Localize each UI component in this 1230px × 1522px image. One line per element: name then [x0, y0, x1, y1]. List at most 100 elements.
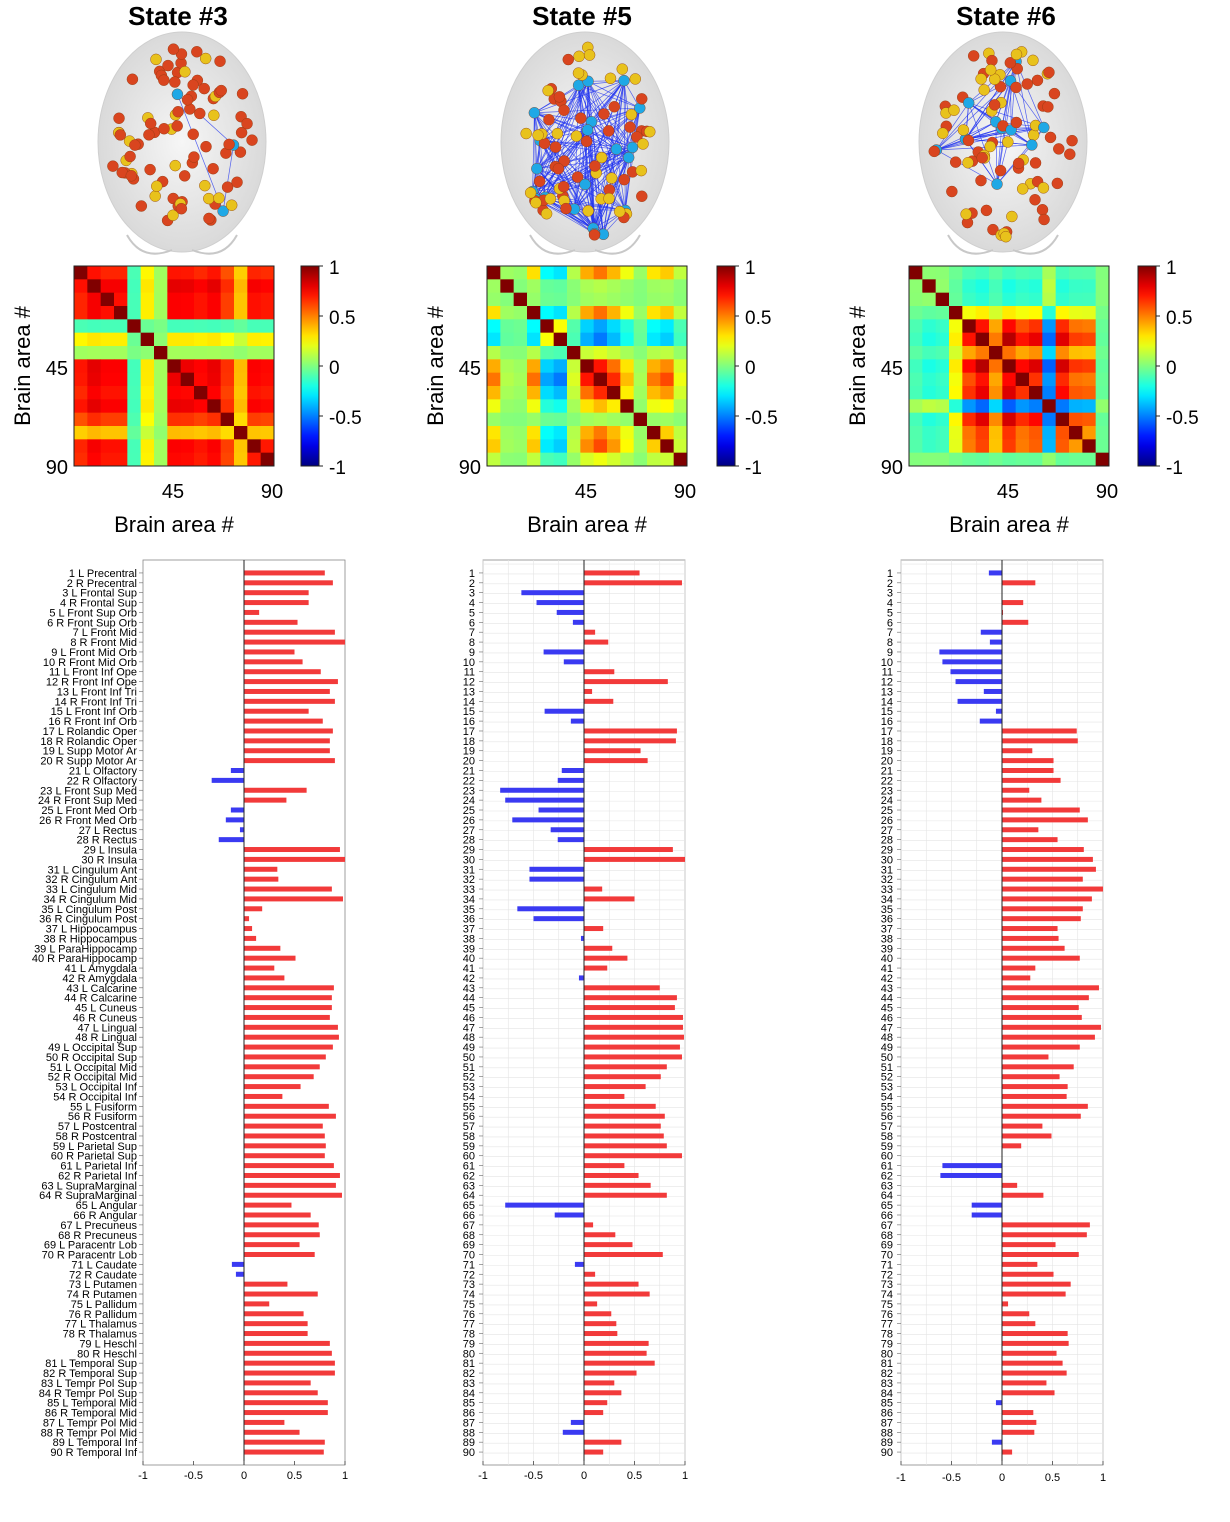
matrix-ylabel: Brain area # — [423, 305, 448, 426]
matrix-cell — [975, 332, 990, 347]
row-label: 2 — [887, 578, 893, 590]
bar — [244, 669, 321, 675]
row-label: 88 — [463, 1427, 475, 1439]
matrix-cell — [580, 332, 595, 347]
matrix-ytick: 90 — [46, 457, 68, 479]
matrix-cell — [607, 439, 621, 454]
matrix-cell — [220, 439, 235, 454]
matrix-cell — [1082, 386, 1097, 400]
colorbar-tick-label: -1 — [1166, 458, 1183, 479]
brain-node — [1004, 57, 1017, 69]
brain-node — [960, 208, 972, 220]
bar — [584, 629, 596, 635]
bar — [244, 1103, 329, 1109]
bar — [1002, 738, 1078, 744]
bar — [584, 856, 685, 862]
row-label: 18 — [463, 736, 475, 748]
matrix-cell — [1002, 332, 1017, 347]
bar — [244, 995, 332, 1001]
row-label: 1 — [887, 568, 893, 580]
row-label: 24 — [881, 795, 893, 807]
matrix-cell — [487, 452, 501, 467]
matrix-cell — [1095, 292, 1110, 307]
brain-node — [575, 112, 587, 124]
matrix-cell — [220, 426, 235, 440]
matrix-cell — [607, 452, 621, 467]
matrix-cell — [935, 306, 950, 320]
matrix-cell — [1082, 412, 1097, 427]
bar — [584, 1390, 622, 1396]
row-label: 37 — [881, 924, 893, 936]
matrix-cell — [673, 412, 688, 427]
matrix-cell — [1082, 279, 1097, 294]
matrix-cell — [647, 399, 661, 414]
matrix-cell — [647, 439, 661, 454]
bar — [578, 975, 584, 981]
row-label: 11 — [882, 667, 893, 679]
matrix-cell — [660, 279, 675, 294]
matrix-cell — [647, 372, 661, 387]
bar — [244, 1291, 318, 1297]
matrix-cell — [1002, 439, 1017, 454]
matrix-cell — [513, 306, 528, 320]
row-label: 29 L Insula — [84, 845, 138, 857]
bar — [584, 886, 603, 892]
matrix-cell — [673, 452, 688, 467]
matrix-cell — [1082, 332, 1097, 347]
bar — [570, 718, 584, 724]
connectivity-matrix — [73, 265, 275, 467]
matrix-cell — [647, 292, 661, 307]
row-label: 53 — [881, 1082, 893, 1094]
row-label: 3 — [887, 588, 893, 600]
row-label: 22 — [463, 775, 475, 787]
matrix-cell — [180, 346, 195, 360]
row-label: 29 — [463, 845, 475, 857]
matrix-cell — [620, 386, 635, 400]
matrix-cell — [127, 279, 142, 294]
matrix-cell — [962, 279, 977, 294]
brain-node — [169, 159, 181, 172]
bar — [244, 1419, 285, 1425]
bar-chart: 1234567891011121314151617181920212223242… — [463, 559, 688, 1482]
brain-node — [125, 170, 138, 182]
matrix-cell — [87, 346, 102, 360]
brain-node — [194, 107, 206, 120]
brain-node — [580, 135, 593, 148]
bar — [584, 896, 635, 902]
row-label: 54 — [881, 1091, 893, 1103]
matrix-cell — [909, 399, 923, 414]
network-edge — [936, 102, 969, 151]
matrix-cell — [194, 319, 208, 334]
row-label: 10 R Front Mid Orb — [43, 657, 137, 669]
matrix-cell — [234, 266, 248, 280]
bar — [244, 1212, 311, 1218]
bar — [1002, 619, 1029, 625]
matrix-cell — [487, 399, 501, 414]
matrix-cell — [527, 266, 541, 280]
bar — [1002, 965, 1036, 971]
matrix-cell — [673, 266, 688, 280]
bar — [584, 1014, 683, 1020]
state-title: State #6 — [956, 1, 1056, 31]
matrix-cell — [593, 332, 608, 347]
matrix-cell — [922, 346, 937, 360]
matrix-cell — [660, 426, 675, 440]
matrix-cell — [194, 266, 208, 280]
matrix-cell — [660, 372, 675, 387]
row-label: 88 R Tempr Pol Mid — [41, 1427, 137, 1439]
bar — [244, 955, 296, 961]
matrix-cell — [194, 292, 208, 307]
matrix-cell — [260, 439, 275, 454]
bar — [584, 1182, 651, 1188]
matrix-cell — [513, 346, 528, 360]
matrix-cell — [633, 279, 648, 294]
matrix-cell — [1042, 319, 1057, 334]
row-label: 50 R Occipital Sup — [46, 1052, 137, 1064]
row-label: 62 — [463, 1170, 475, 1182]
row-label: 56 — [881, 1111, 893, 1123]
matrix-cell — [127, 292, 142, 307]
matrix-cell — [140, 412, 155, 427]
matrix-xtick: 90 — [1096, 481, 1118, 503]
row-label: 69 — [881, 1240, 893, 1252]
row-label: 64 R SupraMarginal — [39, 1190, 137, 1202]
